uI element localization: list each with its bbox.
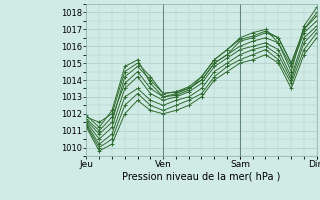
X-axis label: Pression niveau de la mer( hPa ): Pression niveau de la mer( hPa ): [123, 172, 281, 182]
